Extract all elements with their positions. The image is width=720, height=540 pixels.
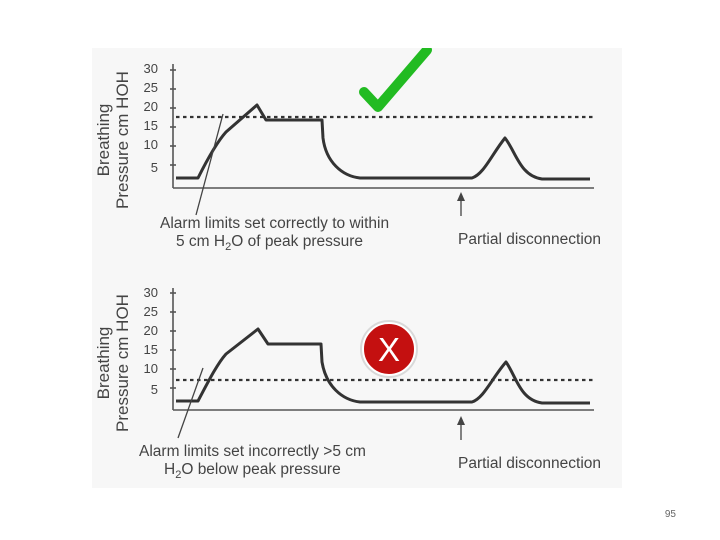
green-checkmark-icon: [359, 45, 432, 112]
axes: [170, 64, 594, 189]
disconnection-arrowhead: [457, 416, 465, 425]
figure-svg: Breathing Pressure cm HOH 30 25 20 15 10…: [94, 45, 601, 481]
pressure-waveform: [176, 103, 590, 181]
y-tick-label: 20: [144, 323, 158, 338]
y-axis-label-line1: Breathing: [94, 327, 113, 400]
axes: [170, 288, 594, 411]
red-x-symbol: X: [378, 331, 400, 368]
panel-top: Breathing Pressure cm HOH 30 25 20 15 10…: [94, 45, 601, 253]
caption-line-2: 5 cm H2O of peak pressure: [176, 233, 363, 253]
y-tick-label: 30: [144, 61, 158, 76]
y-tick-label: 30: [144, 285, 158, 300]
y-tick-label: 5: [151, 382, 158, 397]
pressure-waveform: [176, 327, 590, 405]
disconnection-arrowhead: [457, 192, 465, 201]
caption-line-2: H2O below peak pressure: [164, 461, 341, 481]
disconnection-label: Partial disconnection: [458, 231, 601, 248]
page-number: 95: [664, 509, 676, 520]
caption-line-1: Alarm limits set correctly to within: [160, 215, 389, 232]
caption-line-1: Alarm limits set incorrectly >5 cm: [139, 443, 366, 460]
y-tick-label: 25: [144, 80, 158, 95]
y-tick-label: 20: [144, 99, 158, 114]
y-tick-label: 5: [151, 160, 158, 175]
y-tick-label: 10: [144, 361, 158, 376]
y-tick-label: 25: [144, 304, 158, 319]
disconnection-label: Partial disconnection: [458, 455, 601, 472]
pressure-alarm-figure: Breathing Pressure cm HOH 30 25 20 15 10…: [92, 45, 622, 488]
y-axis-label-line2: Pressure cm HOH: [113, 294, 132, 432]
red-x-icon: X: [360, 320, 418, 378]
caption-pointer: [177, 367, 204, 439]
y-tick-label: 10: [144, 137, 158, 152]
y-axis-label-line1: Breathing: [94, 104, 113, 177]
panel-bottom: Breathing Pressure cm HOH 30 25 20 15 10…: [94, 285, 601, 481]
y-axis-label-line2: Pressure cm HOH: [113, 71, 132, 209]
y-tick-label: 15: [144, 342, 158, 357]
caption-pointer: [195, 113, 224, 216]
y-tick-label: 15: [144, 118, 158, 133]
